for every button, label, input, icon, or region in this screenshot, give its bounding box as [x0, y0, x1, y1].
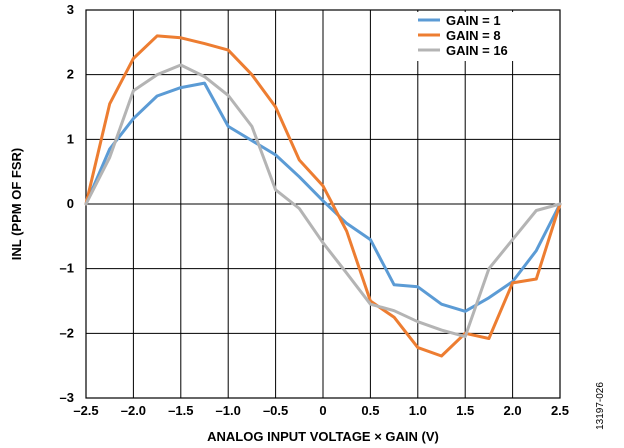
x-tick-label: –0.5 [263, 403, 288, 418]
series-layer [84, 34, 562, 358]
x-tick-label: 0.5 [361, 403, 379, 418]
x-tick-label: 2.5 [551, 403, 569, 418]
y-tick-label: –3 [60, 390, 74, 405]
legend-label-2: GAIN = 8 [446, 28, 501, 43]
x-tick-label: 2.0 [504, 403, 522, 418]
x-tick-label: –2.5 [73, 403, 98, 418]
x-tick-label: –2.0 [121, 403, 146, 418]
x-axis-tick-labels: –2.5 –2.0 –1.5 –1.0 –0.5 0 0.5 1.0 1.5 2.0 2.5 [73, 403, 569, 418]
series-line-2 [84, 34, 562, 358]
x-tick-label: –1.5 [168, 403, 193, 418]
figure-id-label: 13197-026 [595, 382, 606, 430]
legend-label-3: GAIN = 16 [446, 43, 508, 58]
y-tick-label: –2 [60, 325, 74, 340]
y-tick-label: 1 [67, 131, 74, 146]
x-tick-label: 1.0 [409, 403, 427, 418]
x-tick-label: –1.0 [216, 403, 241, 418]
series-line-1 [84, 81, 562, 313]
y-tick-label: 3 [67, 2, 74, 17]
y-axis-title: INL (PPM OF FSR) [9, 148, 24, 260]
y-tick-label: 2 [67, 67, 74, 82]
y-tick-label: 0 [67, 196, 74, 211]
x-tick-label: 1.5 [456, 403, 474, 418]
legend-label-1: GAIN = 1 [446, 13, 501, 28]
x-axis-title: ANALOG INPUT VOLTAGE × GAIN (V) [207, 429, 439, 444]
y-tick-label: –1 [60, 261, 74, 276]
x-tick-label: 0 [319, 403, 326, 418]
series-line-3 [84, 63, 562, 339]
y-axis-tick-labels: –3 –2 –1 0 1 2 3 [60, 2, 74, 405]
